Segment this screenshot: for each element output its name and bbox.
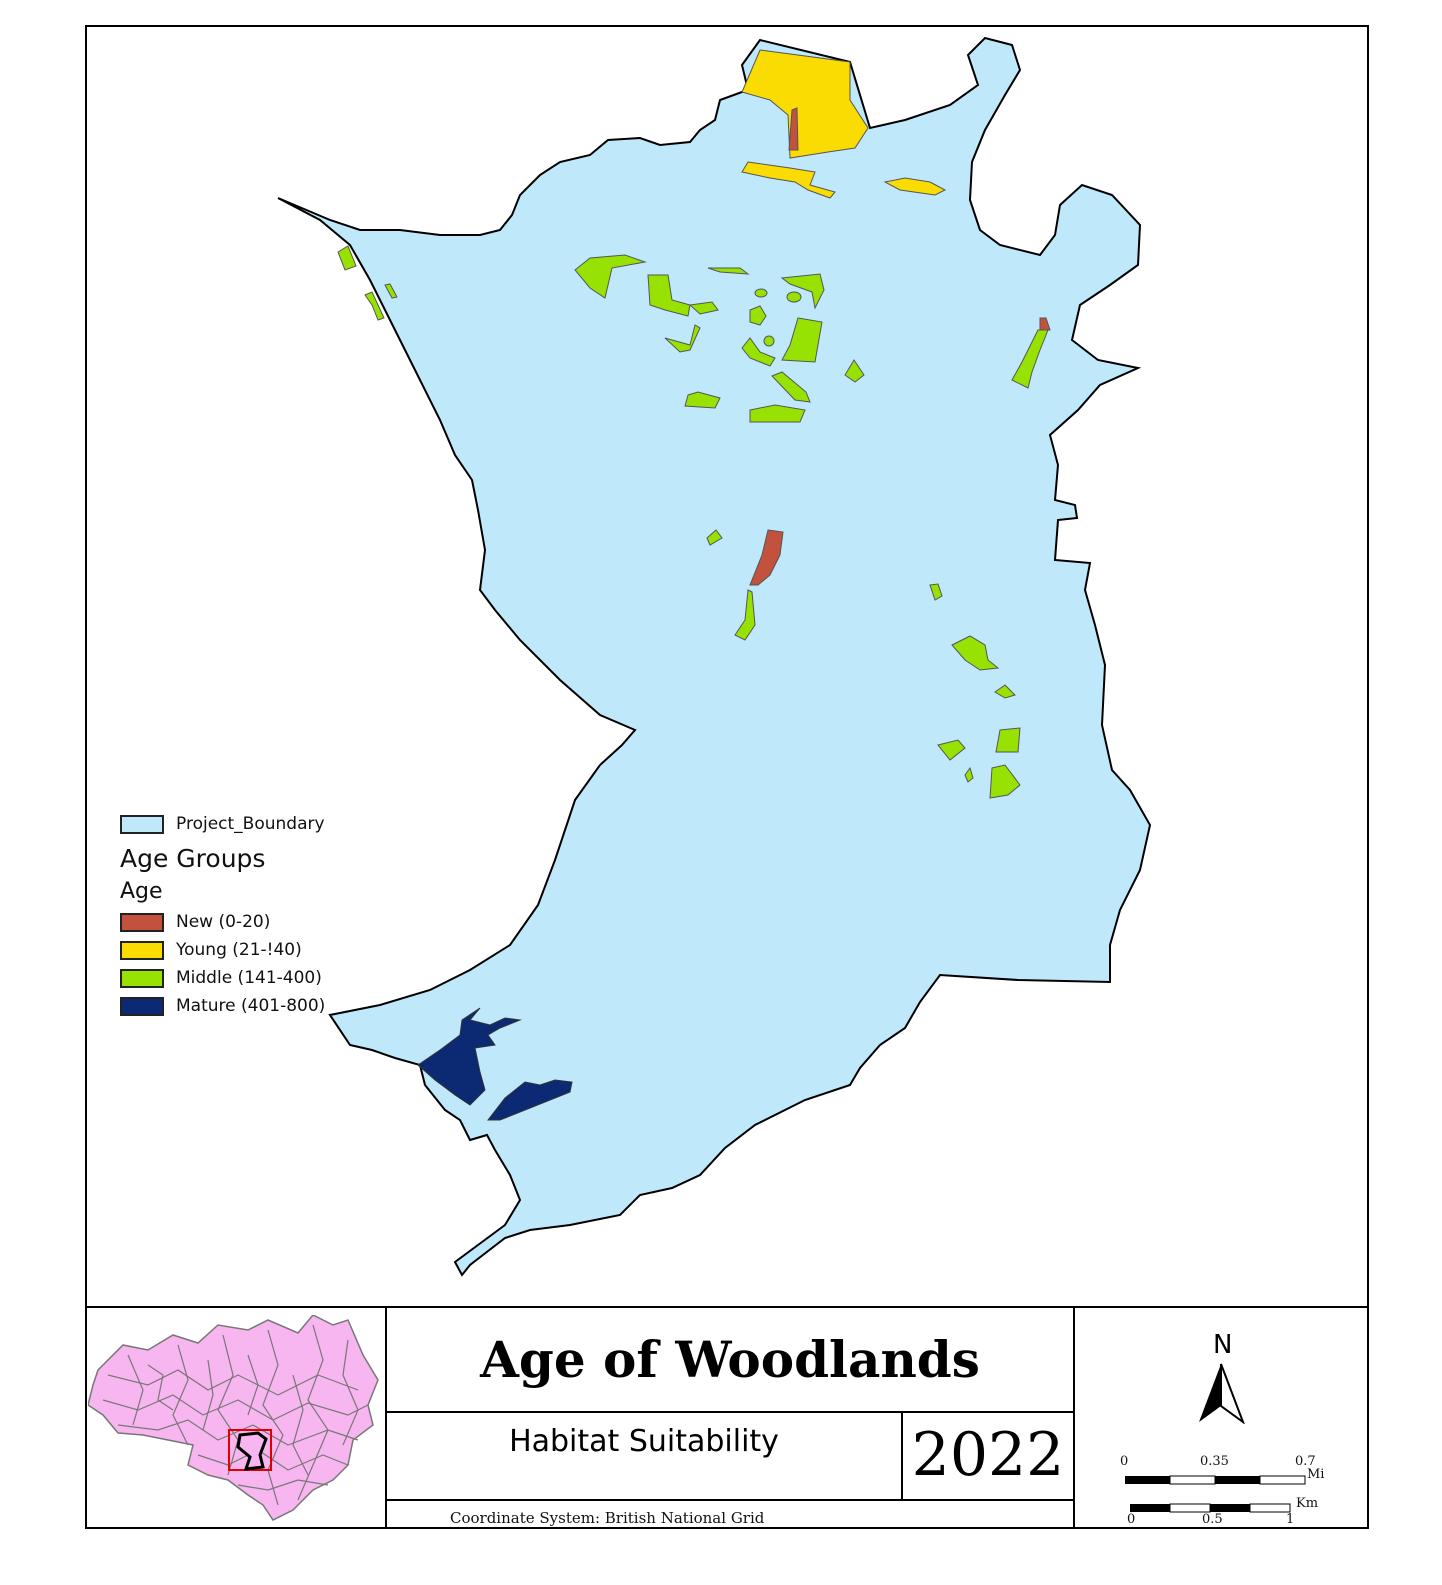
legend-item-middle: Middle (141-400) [120, 964, 325, 992]
scale-bar-km [1130, 1503, 1291, 1513]
map-year: 2022 [911, 1420, 1065, 1490]
map-legend: Project_Boundary Age Groups Age New (0-2… [120, 810, 325, 1020]
middle-woodland-polygon [844, 359, 865, 383]
mature-woodland-polygon [486, 1079, 573, 1121]
project-boundary-polygon [277, 36, 1152, 1277]
map-frame [85, 25, 1369, 1529]
middle-woodland-polygon [684, 391, 721, 409]
middle-woodland-polygon [771, 371, 811, 403]
middle-woodland-polygon [688, 301, 719, 315]
inset-region [88, 1315, 379, 1521]
legend-label: Mature (401-800) [176, 996, 326, 1016]
middle-woodland-polygon [763, 335, 775, 347]
middle-woodland-polygon [754, 288, 768, 298]
north-label: N [1213, 1330, 1233, 1360]
middle-woodland-polygon [964, 766, 974, 783]
boundary-swatch [120, 814, 164, 834]
middle-woodland-polygon [364, 291, 385, 321]
inset-grid [102, 1324, 369, 1506]
middle-woodland-polygon [664, 324, 701, 353]
middle-woodland-polygon [741, 337, 776, 367]
new-swatch [120, 912, 164, 932]
scale-tick-label: 0 [1120, 1454, 1129, 1469]
legend-item-boundary: Project_Boundary [120, 810, 325, 838]
young-woodland-polygon [741, 49, 869, 159]
map-title: Age of Woodlands [480, 1330, 980, 1389]
scale-tick-label: 0.35 [1200, 1454, 1229, 1469]
middle-woodland-polygon [786, 291, 802, 303]
young-woodland-polygon [883, 177, 947, 196]
middle-woodland-polygon [706, 529, 723, 546]
scale-tick-label: 0 [1127, 1512, 1136, 1527]
map-subtitle: Habitat Suitability [509, 1424, 779, 1459]
mature-woodland-polygon [417, 1007, 522, 1106]
scale-unit-label: Km [1296, 1496, 1319, 1511]
scale-bar-miles [1125, 1475, 1306, 1485]
legend-label: Middle (141-400) [176, 968, 322, 988]
new-woodland-polygon [788, 107, 799, 151]
new-woodland-polygon [1039, 317, 1051, 331]
middle-woodland-polygon [749, 305, 767, 326]
middle-woodland-polygon [1011, 329, 1049, 389]
legend-label: New (0-20) [176, 912, 271, 932]
legend-label: Young (21-!40) [176, 940, 302, 960]
inset-project-area [236, 1431, 268, 1471]
middle-woodland-polygon [937, 739, 966, 761]
inset-locator-map [88, 1315, 379, 1521]
young-woodland-polygon [741, 161, 836, 199]
middle-woodland-polygon [384, 283, 398, 299]
scale-tick-label: 1 [1286, 1512, 1295, 1527]
legend-group-title: Age Groups [120, 844, 266, 873]
legend-field-title: Age [120, 879, 163, 904]
middle-woodland-polygon [647, 274, 691, 317]
middle-woodland-polygon [989, 764, 1021, 799]
middle-woodland-polygon [734, 589, 756, 641]
middle-woodland-polygon [995, 727, 1021, 753]
scale-tick-label: 0.5 [1202, 1512, 1223, 1527]
legend-item-mature: Mature (401-800) [120, 992, 325, 1020]
main-map [277, 36, 1152, 1277]
middle-swatch [120, 968, 164, 988]
scale-bar [1125, 1475, 1306, 1513]
legend-label: Project_Boundary [176, 814, 325, 834]
scale-tick-label: 0.7 [1295, 1454, 1316, 1469]
middle-woodland-polygon [707, 267, 750, 275]
middle-woodland-polygon [780, 273, 825, 310]
young-swatch [120, 940, 164, 960]
legend-item-new: New (0-20) [120, 908, 325, 936]
middle-woodland-polygon [994, 684, 1016, 699]
middle-woodland-polygon [951, 635, 1000, 671]
middle-woodland-polygon [749, 404, 806, 423]
legend-item-young: Young (21-!40) [120, 936, 325, 964]
coordinate-system-label: Coordinate System: British National Grid [450, 1509, 765, 1527]
middle-woodland-polygon [929, 583, 943, 601]
middle-woodland-group [337, 245, 1049, 799]
middle-woodland-polygon [574, 254, 647, 299]
mature-swatch [120, 996, 164, 1016]
new-woodland-polygon [749, 529, 784, 586]
north-arrow-icon [1199, 1363, 1245, 1424]
middle-woodland-polygon [781, 317, 823, 363]
middle-woodland-polygon [337, 245, 357, 271]
scale-unit-label: Mi [1307, 1467, 1325, 1482]
